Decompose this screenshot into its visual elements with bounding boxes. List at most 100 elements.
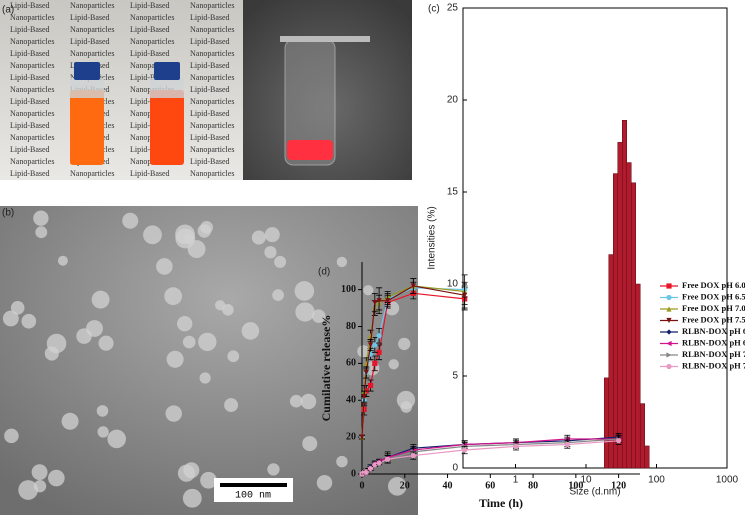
photo-text: Nanoparticles [190, 145, 234, 154]
photo-text: Lipid-Based [10, 121, 50, 130]
bar [621, 119, 627, 469]
x-axis-label: Size (d.nm) [569, 487, 620, 498]
particle [44, 346, 59, 361]
particle [21, 313, 37, 329]
particle [198, 332, 217, 352]
particle [61, 412, 79, 430]
photo-text: Lipid-Based [10, 1, 50, 10]
y-tick-label: 20 [447, 95, 459, 106]
photo-text: Nanoparticles [190, 1, 234, 10]
legend-marker [666, 329, 672, 335]
y-axis-label: Cumilative release% [319, 315, 333, 422]
photo-text: Lipid-Based [10, 25, 50, 34]
x-axis-label: Time (h) [479, 496, 523, 510]
bar [626, 162, 632, 469]
y-tick-label: 100 [341, 284, 356, 295]
x-tick-label: 60 [485, 480, 495, 491]
particle [10, 301, 25, 315]
x-tick-label: 1 [513, 475, 519, 486]
bar [613, 173, 619, 469]
photo-text: Nanoparticles [10, 157, 54, 166]
x-tick-label: 100 [568, 480, 583, 491]
photo-text: Lipid-Based [190, 109, 230, 118]
particle [98, 335, 114, 351]
y-tick-label: 80 [346, 321, 356, 332]
particle [96, 405, 109, 417]
bar [639, 403, 645, 469]
particle [336, 256, 348, 268]
legend-label: Free DOX pH 6.0 [682, 280, 745, 290]
marker [410, 283, 416, 289]
particle [143, 225, 162, 245]
marker [410, 452, 416, 459]
particle [156, 258, 173, 275]
photo-text: Lipid-Based [190, 37, 230, 46]
particle [91, 290, 110, 309]
particle [182, 488, 202, 508]
y-tick-label: 20 [346, 431, 356, 442]
legend-marker [666, 363, 672, 370]
particle [2, 310, 19, 327]
photo-text: Lipid-Based [130, 121, 170, 130]
photo-text: Nanoparticles [10, 109, 54, 118]
photo-text: Lipid-Based [10, 145, 50, 154]
particle [311, 309, 326, 323]
photo-text: Lipid-Based [190, 61, 230, 70]
legend-label: RLBN-DOX pH 7.5 [682, 360, 745, 370]
marker [359, 434, 365, 440]
particle [31, 464, 48, 481]
marker [376, 298, 382, 304]
photo-text: Lipid-Based [190, 157, 230, 166]
photo-text: Lipid-Based [130, 49, 170, 58]
photo-text: Nanoparticles [10, 37, 54, 46]
legend-marker [666, 283, 672, 289]
marker [363, 469, 369, 475]
photo-text: Lipid-Based [130, 73, 170, 82]
particle [264, 246, 277, 259]
photo-text: Nanoparticles [130, 37, 174, 46]
tem-image-b: 100 nm [0, 206, 418, 515]
y-tick-label: 5 [452, 371, 458, 382]
photo-text: Nanoparticles [70, 1, 114, 10]
bar [617, 142, 623, 469]
particle [224, 398, 239, 413]
particle [175, 224, 195, 245]
particle [398, 337, 411, 351]
particle [295, 302, 315, 322]
particle [182, 335, 196, 349]
y-tick-label: 40 [346, 395, 356, 406]
photo-text: Lipid-Based [70, 37, 110, 46]
photo-text: Lipid-Based [130, 145, 170, 154]
y-tick-label: 15 [447, 187, 459, 198]
bar [604, 377, 610, 469]
particle [274, 255, 287, 268]
marker [372, 360, 378, 366]
y-tick-label: 0 [351, 468, 356, 479]
panel-label: (b) [2, 208, 14, 219]
x-tick-label: 0 [360, 480, 365, 491]
marker [376, 460, 382, 466]
marker [376, 333, 382, 339]
legend-label: RLBN-DOX pH 6.5 [682, 337, 745, 347]
photo-text: Lipid-Based [190, 133, 230, 142]
marker [513, 443, 519, 449]
particle [200, 471, 217, 489]
photo-text: Lipid-Based [130, 97, 170, 106]
particle [4, 428, 19, 444]
marker [372, 462, 378, 468]
photo-text: Nanoparticles [70, 169, 114, 178]
particle [302, 436, 318, 452]
photo-text: Lipid-Based [70, 13, 110, 22]
particle [388, 359, 399, 370]
particle [199, 372, 211, 384]
legend-label: RLBN-DOX pH 6.0 [682, 326, 745, 336]
photo-text: Lipid-Based [10, 49, 50, 58]
marker [564, 441, 570, 448]
particle [300, 393, 317, 410]
photo-text: Lipid-Based [190, 13, 230, 22]
x-tick-label: 40 [443, 480, 453, 491]
photo-text: Nanoparticles [190, 25, 234, 34]
particle [251, 230, 266, 245]
particle [289, 394, 303, 408]
